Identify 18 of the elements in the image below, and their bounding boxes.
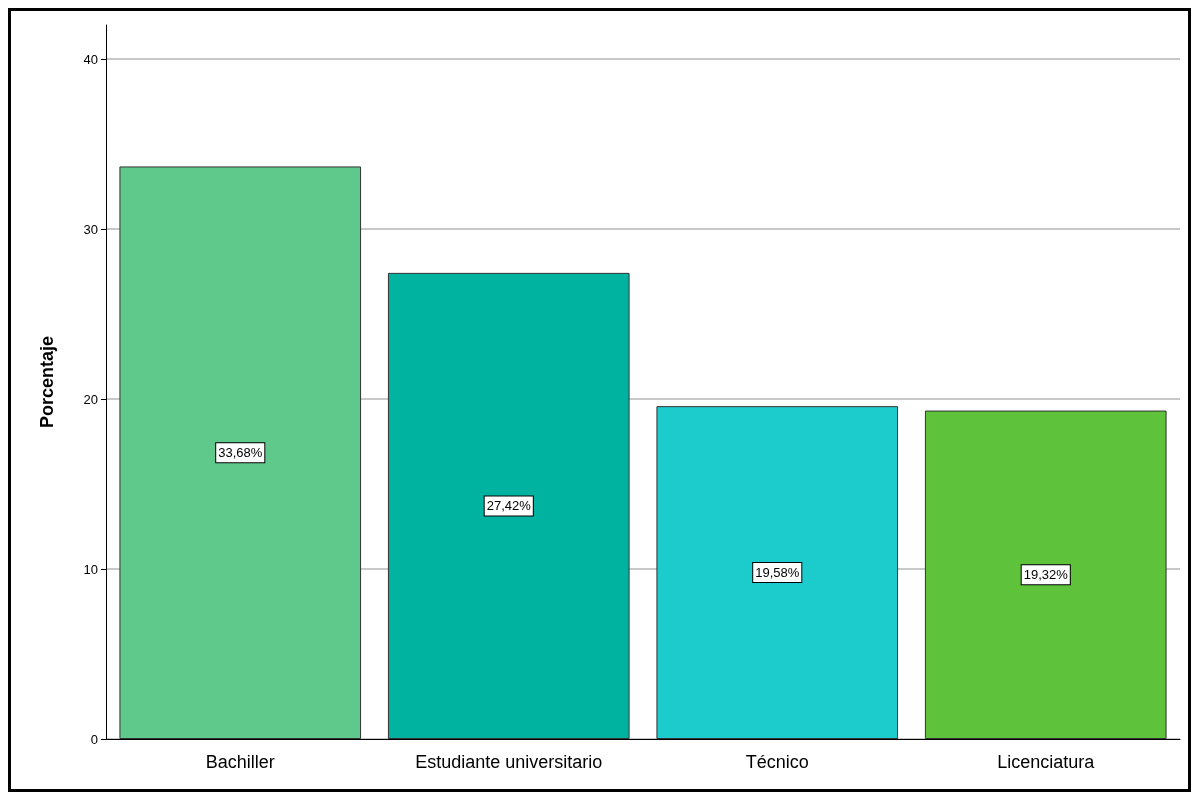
y-tick-label: 20	[83, 391, 98, 407]
x-tick-label: Estudiante universitario	[415, 752, 603, 772]
data-label: 19,32%	[1023, 567, 1069, 583]
x-tick-label: Técnico	[745, 752, 809, 772]
bar	[924, 410, 1167, 739]
data-label: 33,68%	[218, 445, 263, 461]
y-tick-label: 10	[83, 561, 98, 577]
y-axis-title: Porcentaje	[37, 335, 57, 429]
x-tick-label: Bachiller	[205, 752, 275, 772]
bar	[387, 272, 630, 739]
data-label: 19,58%	[755, 565, 800, 581]
data-label: 27,42%	[486, 498, 532, 514]
bar	[119, 166, 362, 739]
bar	[656, 406, 899, 739]
y-tick-label: 40	[83, 51, 98, 67]
y-tick-label: 30	[83, 221, 98, 237]
x-tick-label: Licenciatura	[997, 752, 1096, 772]
y-tick-label: 0	[90, 731, 98, 747]
